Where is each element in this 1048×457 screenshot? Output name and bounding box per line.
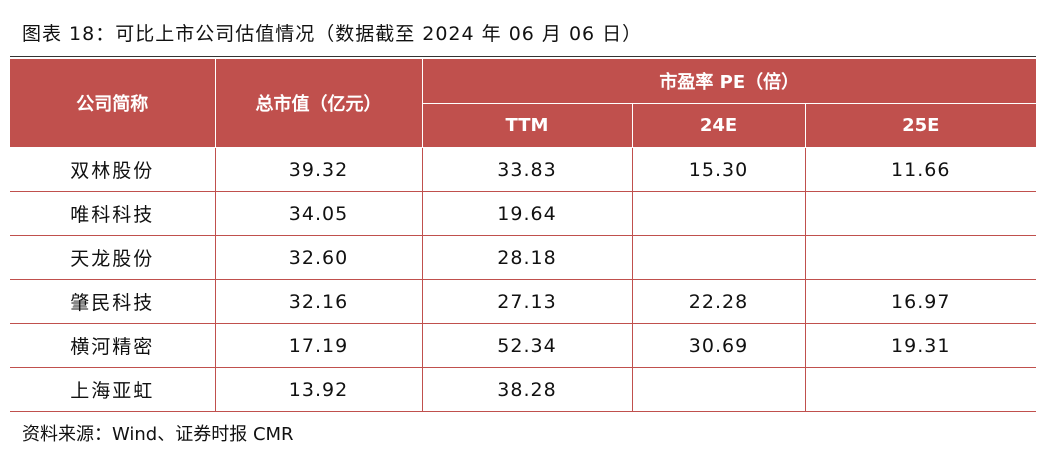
company-name-cell: 横河精密 <box>10 323 216 368</box>
table-row: 天龙股份 32.60 28.18 <box>10 235 1037 280</box>
pe-25e-cell <box>805 235 1037 280</box>
header-ttm: TTM <box>422 103 633 148</box>
pe-24e-cell: 30.69 <box>632 323 806 368</box>
company-name-cell: 天龙股份 <box>10 235 216 280</box>
pe-ttm-cell: 28.18 <box>422 235 633 280</box>
header-company: 公司简称 <box>10 59 216 148</box>
figure-caption: 图表 18：可比上市公司估值情况（数据截至 2024 年 06 月 06 日） <box>22 23 643 45</box>
header-24e: 24E <box>632 103 806 148</box>
market-cap-cell: 13.92 <box>215 367 423 412</box>
table-row: 唯科科技 34.05 19.64 <box>10 191 1037 236</box>
pe-25e-cell: 11.66 <box>805 147 1037 192</box>
pe-ttm-cell: 27.13 <box>422 279 633 324</box>
header-row-sub: TTM 24E 25E <box>10 103 1037 148</box>
market-cap-cell: 39.32 <box>215 147 423 192</box>
header-market-cap: 总市值（亿元） <box>215 59 423 148</box>
table-row: 横河精密 17.19 52.34 30.69 19.31 <box>10 323 1037 368</box>
market-cap-cell: 32.16 <box>215 279 423 324</box>
pe-24e-cell: 15.30 <box>632 147 806 192</box>
company-name-cell: 上海亚虹 <box>10 367 216 412</box>
pe-ttm-cell: 38.28 <box>422 367 633 412</box>
table-row: 上海亚虹 13.92 38.28 <box>10 367 1037 412</box>
pe-25e-cell <box>805 367 1037 412</box>
company-name-cell: 唯科科技 <box>10 191 216 236</box>
table-row: 双林股份 39.32 33.83 15.30 11.66 <box>10 147 1037 192</box>
pe-24e-cell: 22.28 <box>632 279 806 324</box>
valuation-table: 公司简称 总市值（亿元） 市盈率 PE（倍） TTM 24E 25E 双林股份 … <box>10 59 1037 412</box>
pe-ttm-cell: 52.34 <box>422 323 633 368</box>
market-cap-cell: 34.05 <box>215 191 423 236</box>
company-name-cell: 肇民科技 <box>10 279 216 324</box>
pe-25e-cell <box>805 191 1037 236</box>
header-pe-group: 市盈率 PE（倍） <box>422 59 1037 104</box>
pe-24e-cell <box>632 367 806 412</box>
caption-divider <box>10 56 1036 57</box>
pe-25e-cell: 19.31 <box>805 323 1037 368</box>
market-cap-cell: 32.60 <box>215 235 423 280</box>
pe-ttm-cell: 33.83 <box>422 147 633 192</box>
header-row-top: 公司简称 总市值（亿元） 市盈率 PE（倍） <box>10 59 1037 148</box>
pe-25e-cell: 16.97 <box>805 279 1037 324</box>
table-row: 肇民科技 32.16 27.13 22.28 16.97 <box>10 279 1037 324</box>
pe-24e-cell <box>632 191 806 236</box>
pe-24e-cell <box>632 235 806 280</box>
company-name-cell: 双林股份 <box>10 147 216 192</box>
source-note: 资料来源：Wind、证券时报 CMR <box>22 424 294 445</box>
pe-ttm-cell: 19.64 <box>422 191 633 236</box>
header-25e: 25E <box>805 103 1037 148</box>
market-cap-cell: 17.19 <box>215 323 423 368</box>
